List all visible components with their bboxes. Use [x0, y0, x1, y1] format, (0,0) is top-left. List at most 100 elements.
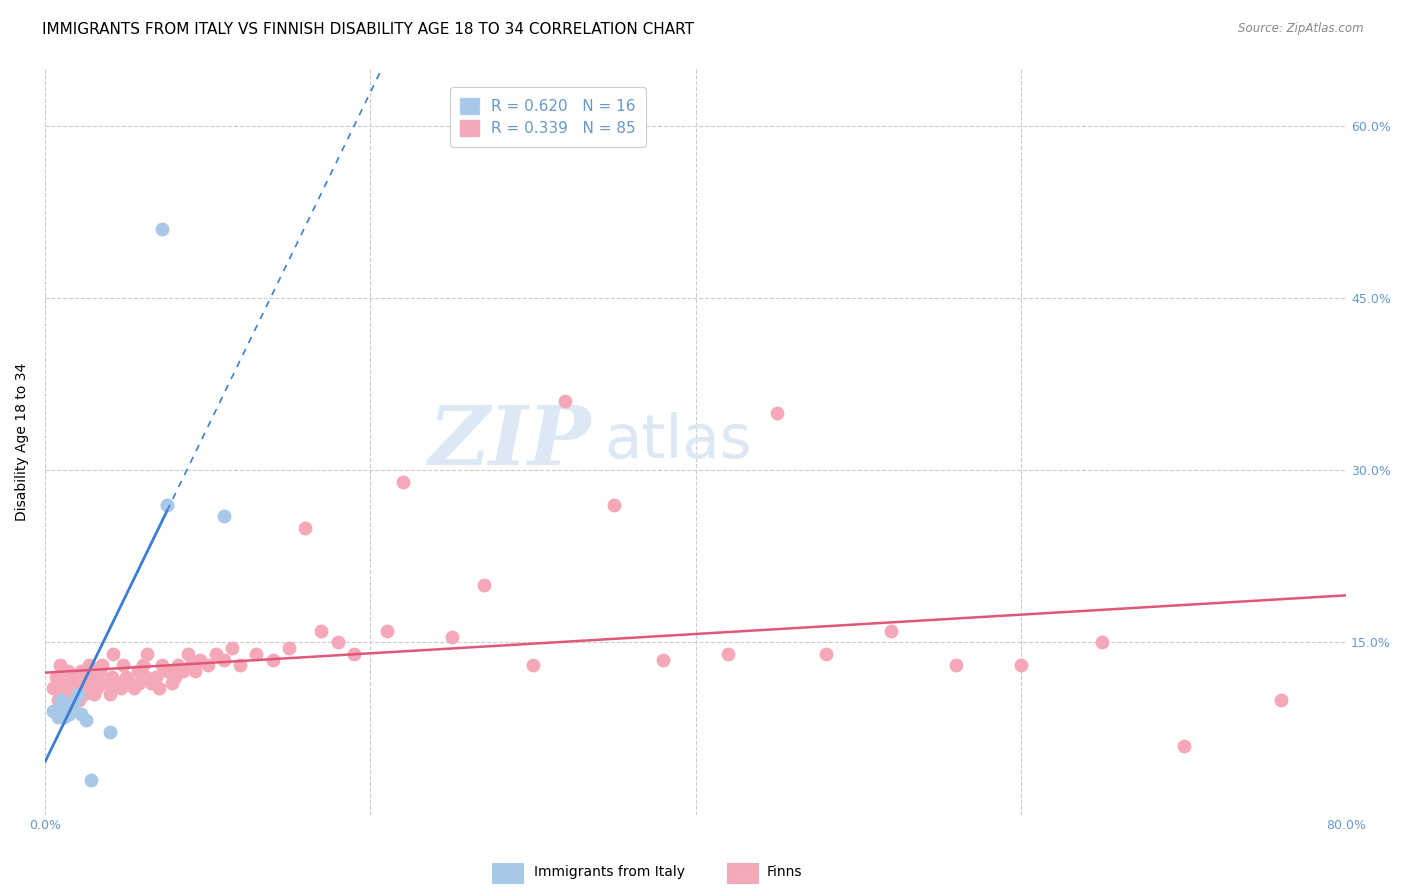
Point: [115, 670, 138, 684]
Point: [177, 647, 200, 661]
Point: [880, 624, 903, 638]
Point: [156, 498, 179, 512]
Point: [51, 698, 73, 713]
Point: [160, 675, 183, 690]
Point: [1270, 692, 1292, 706]
Point: [294, 520, 316, 534]
Point: [65, 675, 87, 690]
Point: [156, 664, 179, 678]
Point: [76, 681, 98, 696]
Point: [75, 714, 97, 728]
Point: [135, 670, 157, 684]
Point: [59, 692, 82, 706]
Point: [56, 664, 79, 678]
Point: [554, 394, 576, 409]
Point: [112, 658, 135, 673]
Text: Source: ZipAtlas.com: Source: ZipAtlas.com: [1239, 22, 1364, 36]
Point: [51, 692, 73, 706]
Text: IMMIGRANTS FROM ITALY VS FINNISH DISABILITY AGE 18 TO 34 CORRELATION CHART: IMMIGRANTS FROM ITALY VS FINNISH DISABIL…: [42, 22, 695, 37]
Point: [311, 624, 333, 638]
Point: [72, 675, 94, 690]
Point: [98, 725, 121, 739]
Point: [55, 698, 77, 713]
Point: [145, 670, 167, 684]
Point: [63, 695, 86, 709]
Point: [83, 687, 105, 701]
Point: [79, 675, 101, 690]
Point: [51, 675, 73, 690]
Point: [62, 670, 84, 684]
Point: [63, 687, 86, 701]
Point: [766, 406, 789, 420]
Point: [440, 630, 463, 644]
Point: [150, 222, 173, 236]
Point: [128, 675, 150, 690]
Point: [48, 658, 70, 673]
Point: [1173, 739, 1195, 753]
Point: [110, 681, 132, 696]
Point: [107, 675, 129, 690]
Point: [69, 706, 91, 721]
Point: [58, 706, 80, 721]
Point: [124, 681, 146, 696]
Point: [75, 670, 97, 684]
Point: [212, 509, 235, 524]
Point: [89, 664, 111, 678]
Point: [67, 692, 90, 706]
Point: [392, 475, 415, 489]
Point: [53, 710, 76, 724]
Point: [69, 664, 91, 678]
Point: [131, 658, 153, 673]
Point: [73, 687, 96, 701]
Text: Immigrants from Italy: Immigrants from Italy: [534, 865, 685, 880]
Point: [603, 498, 626, 512]
Point: [86, 681, 108, 696]
Point: [46, 710, 69, 724]
Point: [717, 647, 740, 661]
Point: [96, 675, 118, 690]
Point: [165, 670, 187, 684]
Point: [375, 624, 398, 638]
Point: [278, 641, 301, 656]
Point: [103, 647, 125, 661]
Point: [204, 647, 226, 661]
Point: [66, 687, 89, 701]
Point: [326, 635, 349, 649]
Text: ZIP: ZIP: [429, 401, 592, 482]
Point: [212, 652, 235, 666]
Point: [197, 658, 219, 673]
Point: [87, 675, 110, 690]
Text: atlas: atlas: [605, 412, 752, 471]
Point: [100, 670, 122, 684]
Point: [343, 647, 366, 661]
Point: [522, 658, 544, 673]
Point: [127, 664, 149, 678]
Point: [188, 652, 211, 666]
Point: [167, 658, 190, 673]
Point: [1091, 635, 1114, 649]
Point: [79, 773, 101, 788]
Point: [90, 658, 112, 673]
Point: [52, 687, 75, 701]
Point: [945, 658, 967, 673]
Point: [229, 658, 252, 673]
Text: Finns: Finns: [766, 865, 801, 880]
Point: [245, 647, 267, 661]
Point: [98, 687, 121, 701]
Point: [180, 658, 202, 673]
Point: [118, 675, 141, 690]
Legend: R = 0.620   N = 16, R = 0.339   N = 85: R = 0.620 N = 16, R = 0.339 N = 85: [450, 87, 647, 147]
Point: [58, 681, 80, 696]
Point: [183, 664, 205, 678]
Point: [42, 704, 65, 718]
Point: [42, 681, 65, 696]
Point: [45, 670, 67, 684]
Point: [139, 675, 162, 690]
Point: [66, 681, 89, 696]
Point: [1010, 658, 1032, 673]
Point: [652, 652, 675, 666]
Point: [59, 702, 82, 716]
Point: [472, 578, 495, 592]
Point: [84, 670, 107, 684]
Point: [46, 692, 69, 706]
